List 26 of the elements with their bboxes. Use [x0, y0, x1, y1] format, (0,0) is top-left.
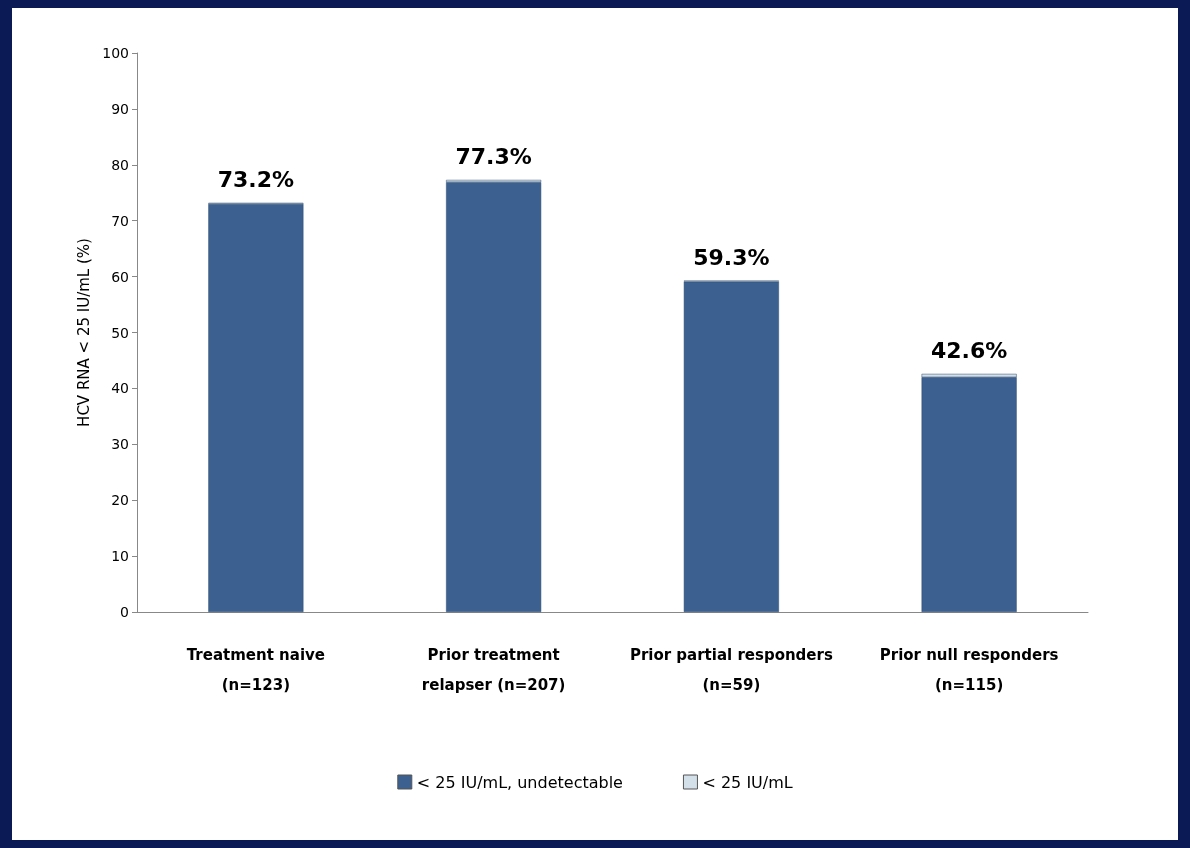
legend-label: < 25 IU/mL, undetectable — [416, 772, 623, 792]
y-tick-label: 70 — [111, 212, 129, 229]
y-tick-label: 20 — [111, 492, 129, 509]
y-tick-label: 10 — [111, 548, 129, 565]
y-tick-label: 50 — [111, 324, 129, 341]
bar — [921, 377, 1017, 612]
x-tick-label: Prior partial responders (n=59) — [629, 646, 833, 694]
y-tick-label: 100 — [102, 45, 129, 61]
y-tick-label: 80 — [111, 156, 129, 173]
bar — [683, 281, 779, 612]
y-tick-label: 0 — [120, 604, 129, 620]
total-label: 42.6% — [930, 338, 1008, 364]
total-label: 59.3% — [693, 245, 770, 271]
y-tick-label: 90 — [111, 100, 129, 117]
y-axis-title: HCV RNA < 25 IU/mL (%) — [74, 238, 93, 427]
total-label: 73.2% — [217, 167, 295, 193]
legend-label: < 25 IU/mL — [702, 772, 793, 792]
y-tick-label: 40 — [111, 380, 129, 397]
y-tick-label: 60 — [111, 268, 129, 285]
x-tick-label: Treatment naive (n=123) — [186, 646, 325, 694]
bar — [446, 182, 542, 612]
bar — [208, 203, 304, 612]
y-tick-label: 30 — [111, 436, 129, 453]
x-tick-label: Prior treatment relapser (n=207) — [421, 646, 566, 694]
total-label: 77.3% — [455, 144, 532, 170]
x-tick-label: Prior null responders (n=115) — [879, 646, 1059, 694]
